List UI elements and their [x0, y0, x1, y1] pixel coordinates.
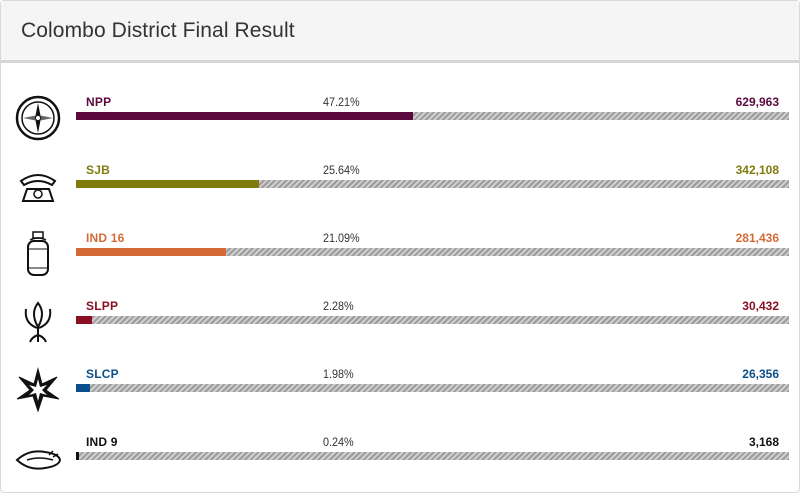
star-icon	[13, 365, 63, 415]
percent-label: 25.64%	[323, 163, 360, 177]
telephone-icon	[13, 161, 63, 211]
votes-label: 26,356	[742, 367, 779, 381]
bar-fill-slpp	[76, 316, 93, 324]
bar-track	[76, 384, 789, 392]
result-row-ind16: IND 16 21.09% 281,436	[1, 223, 801, 291]
party-label: SJB	[86, 163, 110, 177]
bar-track	[76, 316, 789, 324]
party-label: SLPP	[86, 299, 119, 313]
bar-track	[76, 180, 789, 188]
bar-fill-sjb	[76, 180, 259, 188]
result-row-slcp: SLCP 1.98% 26,356	[1, 359, 801, 427]
bar-track	[76, 112, 789, 120]
bar-fill-npp	[76, 112, 413, 120]
bar-track	[76, 452, 789, 460]
party-label: SLCP	[86, 367, 119, 381]
card-header: Colombo District Final Result	[1, 1, 799, 63]
result-row-slpp: SLPP 2.28% 30,432	[1, 291, 801, 359]
result-row-npp: NPP 47.21% 629,963	[1, 87, 801, 155]
bar-fill-ind16	[76, 248, 227, 256]
conch-shell-icon	[13, 433, 63, 483]
percent-label: 2.28%	[323, 299, 354, 313]
compass-icon	[13, 93, 63, 143]
bar-fill-ind9	[76, 452, 79, 460]
page-title: Colombo District Final Result	[21, 18, 295, 42]
bar-track	[76, 248, 789, 256]
percent-label: 47.21%	[323, 95, 360, 109]
percent-label: 0.24%	[323, 435, 354, 449]
gas-cylinder-icon	[13, 229, 63, 279]
bar-fill-slcp	[76, 384, 91, 392]
percent-label: 21.09%	[323, 231, 360, 245]
votes-label: 342,108	[735, 163, 779, 177]
percent-label: 1.98%	[323, 367, 354, 381]
votes-label: 281,436	[735, 231, 779, 245]
votes-label: 30,432	[742, 299, 779, 313]
party-label: IND 16	[86, 231, 125, 245]
votes-label: 3,168	[748, 435, 779, 449]
party-label: NPP	[86, 95, 112, 109]
votes-label: 629,963	[735, 95, 779, 109]
party-label: IND 9	[86, 435, 118, 449]
result-row-sjb: SJB 25.64% 342,108	[1, 155, 801, 223]
lotus-bud-icon	[13, 297, 63, 347]
result-row-ind9: IND 9 0.24% 3,168	[1, 427, 801, 495]
